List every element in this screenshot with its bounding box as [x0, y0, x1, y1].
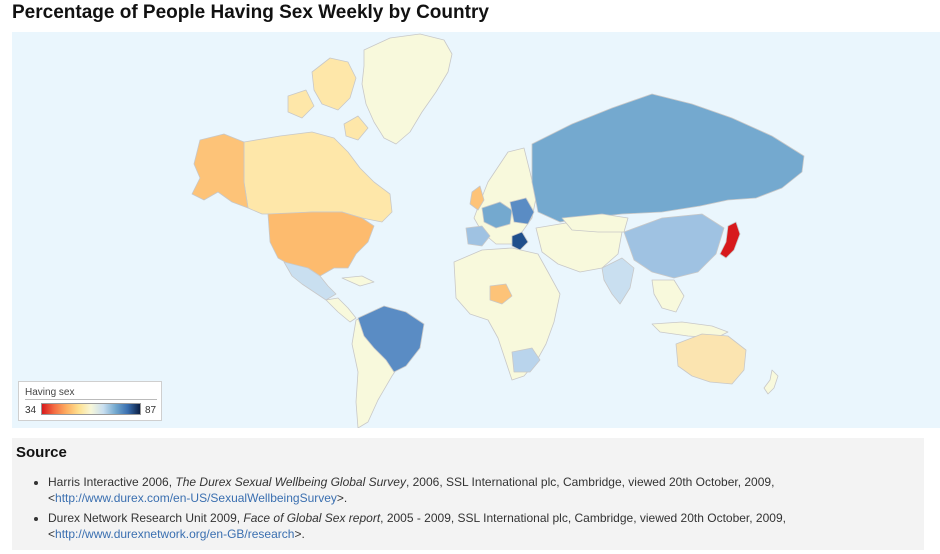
source-item-end: >.	[294, 527, 305, 541]
region-central-europe[interactable]	[481, 201, 513, 229]
region-nigeria[interactable]	[489, 283, 513, 305]
page-title: Percentage of People Having Sex Weekly b…	[12, 2, 489, 23]
map-canvas[interactable]	[12, 32, 940, 428]
region-kazakhstan[interactable]	[561, 213, 629, 233]
region-greece[interactable]	[511, 231, 529, 251]
source-item-title: The Durex Sexual Wellbeing Global Survey	[175, 475, 406, 489]
region-southeast-asia[interactable]	[651, 279, 685, 313]
region-mexico[interactable]	[283, 261, 337, 301]
map-legend: Having sex 34 87	[18, 381, 162, 421]
legend-min-value: 34	[25, 405, 37, 416]
legend-color-scale	[41, 403, 141, 415]
source-item: Durex Network Research Unit 2009, Face o…	[48, 510, 918, 542]
legend-max-value: 87	[145, 405, 157, 416]
source-section: Source Harris Interactive 2006, The Dure…	[12, 438, 924, 550]
region-indonesia[interactable]	[651, 321, 729, 339]
region-canada[interactable]	[243, 131, 393, 223]
region-africa[interactable]	[453, 247, 561, 381]
source-heading: Source	[16, 444, 67, 461]
legend-divider	[25, 399, 157, 400]
source-item-details: , 2005 - 2009, SSL International plc, Ca…	[48, 511, 786, 541]
source-item: Harris Interactive 2006, The Durex Sexua…	[48, 474, 918, 506]
source-item-end: >.	[336, 491, 348, 505]
source-item-author: Durex Network Research Unit 2009,	[48, 511, 244, 525]
legend-title: Having sex	[25, 387, 75, 398]
source-list: Harris Interactive 2006, The Durex Sexua…	[48, 474, 918, 546]
region-russia[interactable]	[531, 93, 805, 223]
source-item-link[interactable]: http://www.durex.com/en-US/SexualWellbei…	[55, 491, 337, 505]
source-item-link[interactable]: http://www.durexnetwork.org/en-GB/resear…	[55, 527, 295, 541]
region-japan[interactable]	[719, 221, 741, 259]
world-map[interactable]: Having sex 34 87	[12, 32, 940, 428]
region-alaska[interactable]	[191, 133, 249, 209]
region-greenland[interactable]	[361, 33, 453, 145]
region-usa[interactable]	[267, 211, 375, 277]
region-china[interactable]	[623, 213, 725, 279]
region-india[interactable]	[601, 257, 635, 305]
region-central-america[interactable]	[325, 275, 375, 323]
source-item-details: , 2006, SSL International plc, Cambridge…	[48, 475, 775, 505]
region-brazil[interactable]	[357, 305, 425, 373]
region-canada-islands[interactable]	[287, 57, 369, 141]
region-uk[interactable]	[469, 185, 485, 211]
region-south-africa[interactable]	[511, 347, 541, 373]
source-item-author: Harris Interactive 2006,	[48, 475, 176, 489]
region-eastern-europe[interactable]	[509, 197, 535, 225]
source-item-title: Face of Global Sex report	[243, 511, 381, 525]
region-iberia[interactable]	[465, 225, 491, 247]
region-australia[interactable]	[675, 333, 747, 385]
region-new-zealand[interactable]	[763, 369, 779, 395]
